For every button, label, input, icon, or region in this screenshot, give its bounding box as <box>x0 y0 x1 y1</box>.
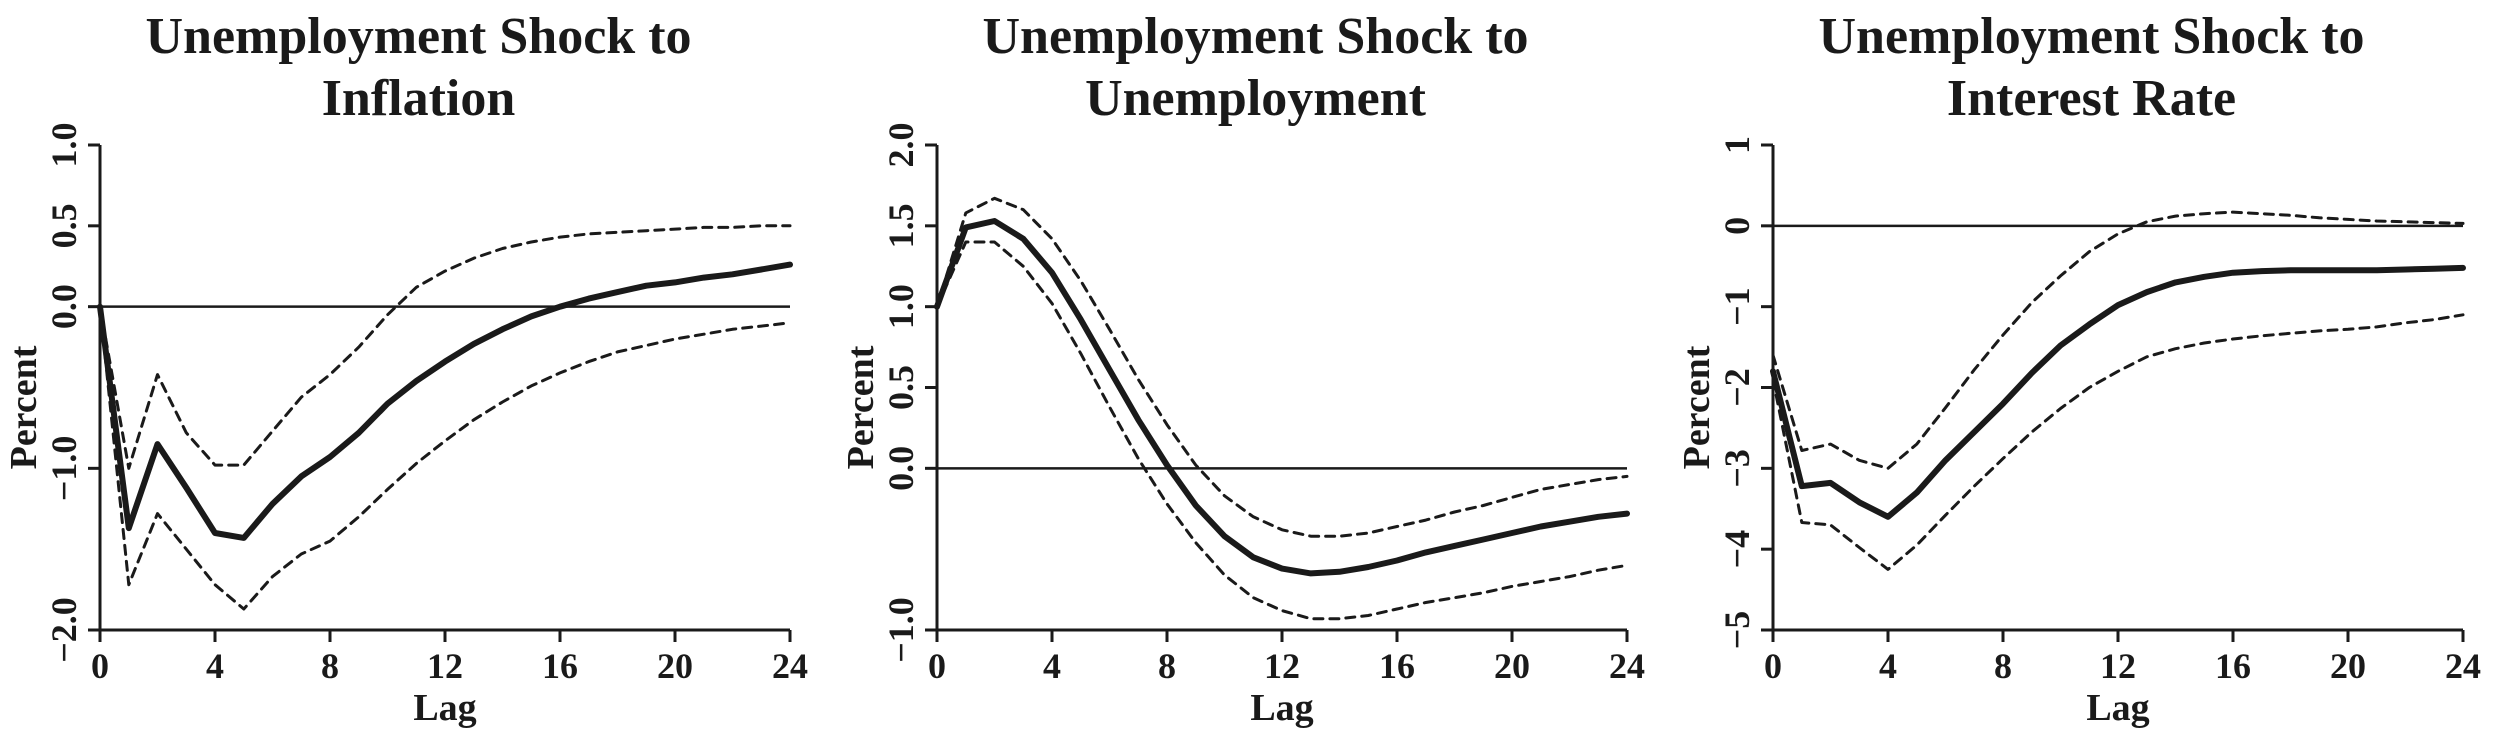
x-tick-label: 12 <box>1264 646 1300 686</box>
x-tick-label: 24 <box>1609 646 1645 686</box>
y-tick-label: −1.0 <box>44 436 84 502</box>
x-tick-label: 0 <box>928 646 946 686</box>
y-tick-label: −2.0 <box>44 597 84 663</box>
y-tick-label: 2.0 <box>881 123 921 168</box>
impulse-response-line <box>1770 264 2466 520</box>
x-tick-label: 4 <box>1879 646 1897 686</box>
confidence-band-line <box>1771 313 2465 571</box>
impulse-response-line <box>934 218 1630 577</box>
x-tick-label: 8 <box>1158 646 1176 686</box>
chart-panel-interest-rate: Unemployment Shock to Interest Rate 0 4 8 1… <box>1673 0 2510 746</box>
y-tick-label: 0.0 <box>44 284 84 329</box>
x-tick-label: 4 <box>206 646 224 686</box>
x-tick-label: 4 <box>1043 646 1061 686</box>
x-tick-label: 20 <box>1494 646 1530 686</box>
chart-panel-unemployment: Unemployment Shock to Unemployment 0 4 8 12… <box>837 0 1674 746</box>
x-tick-label: 16 <box>2215 646 2251 686</box>
chart-title: Unemployment Shock to Unemployment <box>982 8 1529 127</box>
x-tick-label: 0 <box>91 646 109 686</box>
y-axis-label: Percent <box>840 345 882 469</box>
x-tick-label: 24 <box>772 646 808 686</box>
x-tick-label: 0 <box>1764 646 1782 686</box>
y-tick-label: 0.5 <box>44 203 84 248</box>
plot-area: 0 4 8 12 16 20 24 −1.0 0.0 0.5 1.0 1.5 2.0 Lag Percent <box>840 123 1645 730</box>
y-tick-label: 1.5 <box>881 203 921 248</box>
y-tick-label: 0 <box>1717 217 1757 235</box>
confidence-band-line <box>98 224 792 470</box>
y-tick-label: 1.0 <box>44 123 84 168</box>
confidence-band-line <box>98 305 792 611</box>
plot-area: 0 4 8 12 16 20 24 −5 −4 −3 −2 −1 0 1 Lag Percent <box>1676 136 2481 729</box>
y-tick-label: −3 <box>1717 449 1757 488</box>
chart-title: Unemployment Shock to Interest Rate <box>1818 8 2365 127</box>
x-axis-label: Lag <box>1250 687 1313 729</box>
x-tick-label: 24 <box>2445 646 2481 686</box>
x-tick-label: 8 <box>1994 646 2012 686</box>
x-tick-label: 20 <box>657 646 693 686</box>
x-tick-label: 20 <box>2330 646 2366 686</box>
x-tick-label: 12 <box>427 646 463 686</box>
x-axis-label: Lag <box>413 687 476 729</box>
x-tick-label: 12 <box>2100 646 2136 686</box>
plot-area: 0 4 8 12 16 20 24 −2.0 −1.0 0.0 0.5 1.0 Lag Percent <box>3 123 808 730</box>
y-tick-label: −1 <box>1717 287 1757 326</box>
y-tick-label: −1.0 <box>881 597 921 663</box>
y-tick-label: 0.5 <box>881 365 921 410</box>
x-tick-label: 8 <box>321 646 339 686</box>
confidence-band-line <box>935 196 1629 538</box>
y-tick-label: 0.0 <box>881 446 921 491</box>
y-axis-label: Percent <box>3 345 45 469</box>
confidence-band-line <box>935 240 1629 621</box>
chart-panel-inflation: Unemployment Shock to Inflation 0 4 8 12 16 2… <box>0 0 837 746</box>
x-tick-label: 16 <box>542 646 578 686</box>
confidence-band-line <box>1771 210 2465 470</box>
y-tick-label: −5 <box>1717 611 1757 650</box>
y-tick-label: −4 <box>1717 530 1757 569</box>
y-axis-label: Percent <box>1676 345 1718 469</box>
y-tick-label: −2 <box>1717 368 1757 407</box>
x-axis-label: Lag <box>2086 687 2149 729</box>
y-tick-label: 1 <box>1717 136 1757 154</box>
y-tick-label: 1.0 <box>881 284 921 329</box>
chart-title: Unemployment Shock to Inflation <box>145 8 692 127</box>
x-tick-label: 16 <box>1379 646 1415 686</box>
impulse-response-line <box>97 261 793 541</box>
